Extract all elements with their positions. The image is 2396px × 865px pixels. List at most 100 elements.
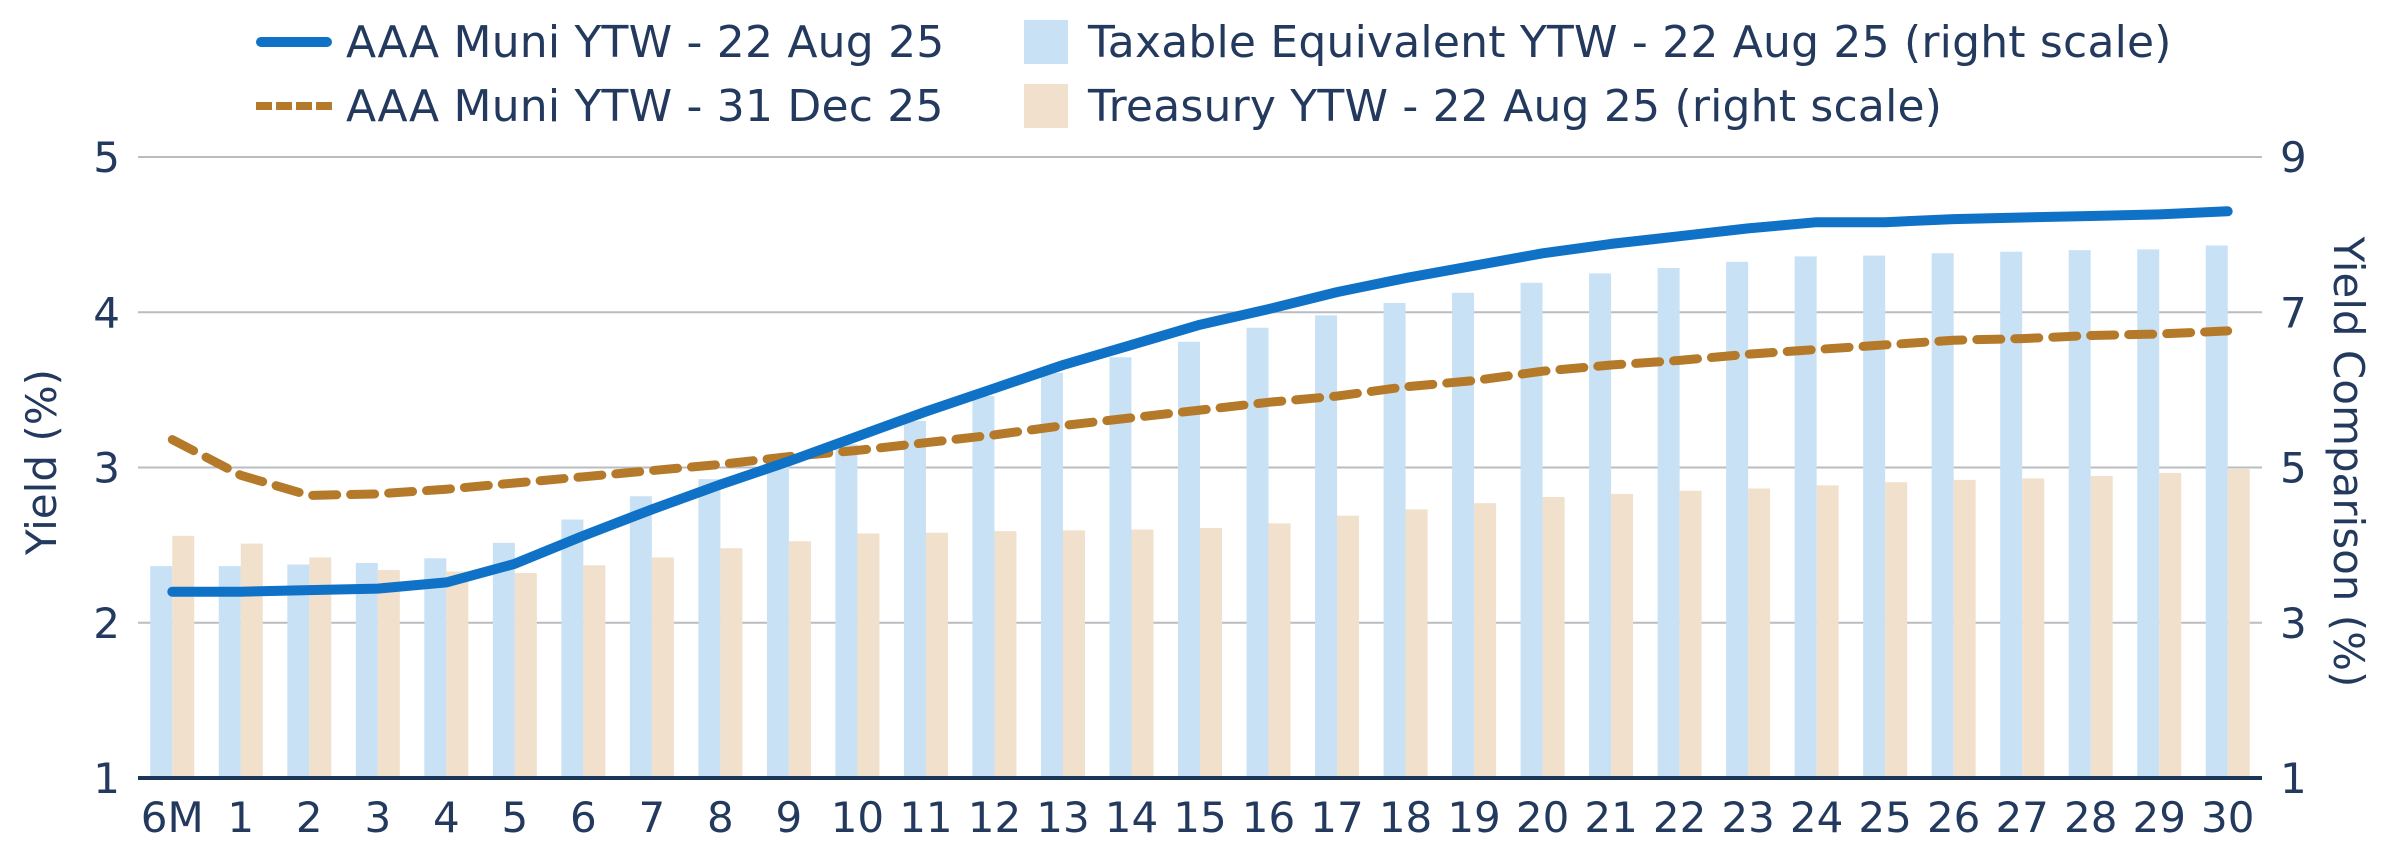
y2-tick-label: 3 — [2280, 599, 2307, 648]
line-muni-ytw-31-dec-25 — [167, 326, 2233, 500]
legend-label-taxable: Taxable Equivalent YTW - 22 Aug 25 (righ… — [1088, 16, 2172, 68]
legend-item-treasury[interactable]: Treasury YTW - 22 Aug 25 (right scale) — [1024, 78, 1942, 134]
bar-taxable-equivalent — [1315, 315, 1338, 778]
bar-treasury — [514, 573, 537, 778]
bar-taxable-equivalent — [1794, 256, 1817, 778]
bar-treasury — [1474, 503, 1497, 778]
x-tick-label: 4 — [433, 793, 460, 842]
x-tick-label: 1 — [227, 793, 254, 842]
y-tick-label: 2 — [93, 599, 120, 648]
bar-treasury — [1611, 493, 1634, 778]
bar-treasury — [2159, 472, 2182, 778]
bar-treasury — [1062, 530, 1085, 778]
bar-treasury — [1885, 482, 1908, 778]
bar-taxable-equivalent — [629, 496, 652, 778]
bar-taxable-equivalent — [1657, 268, 1680, 778]
bar-taxable-equivalent — [2000, 251, 2023, 778]
bar-taxable-equivalent — [1383, 302, 1406, 778]
y-tick-label: 3 — [93, 444, 120, 493]
bar-treasury — [377, 569, 400, 778]
bar-treasury — [2022, 478, 2045, 778]
x-tick-label: 17 — [1310, 793, 1363, 842]
bar-taxable-equivalent — [287, 564, 310, 778]
x-tick-label: 30 — [2201, 793, 2254, 842]
bar-taxable-equivalent — [1109, 357, 1132, 778]
x-tick-label: 21 — [1584, 793, 1637, 842]
line-muni-ytw-22-aug-25 — [167, 206, 2233, 597]
legend-item-muni-aug[interactable]: AAA Muni YTW - 22 Aug 25 — [256, 14, 944, 70]
bar-series — [150, 245, 2250, 779]
bar-taxable-equivalent — [1931, 253, 1954, 778]
line-series — [167, 206, 2233, 597]
x-tick-label: 24 — [1790, 793, 1843, 842]
y-axis-title: Yield (%) — [17, 369, 66, 556]
x-tick-label: 14 — [1105, 793, 1158, 842]
chart-legend: AAA Muni YTW - 22 Aug 25 AAA Muni YTW - … — [0, 0, 2396, 140]
legend-item-taxable[interactable]: Taxable Equivalent YTW - 22 Aug 25 (righ… — [1024, 14, 2172, 70]
x-tick-label: 20 — [1516, 793, 1569, 842]
x-tick-label: 12 — [968, 793, 1021, 842]
bar-treasury — [720, 548, 743, 778]
bar-treasury — [1405, 509, 1428, 778]
x-tick-label: 22 — [1653, 793, 1706, 842]
x-tick-label: 10 — [831, 793, 884, 842]
bar-taxable-equivalent — [835, 444, 858, 778]
bar-treasury — [1679, 490, 1702, 778]
bar-treasury — [994, 531, 1017, 778]
legend-label-treasury: Treasury YTW - 22 Aug 25 (right scale) — [1088, 80, 1943, 132]
y2-tick-label: 1 — [2280, 754, 2307, 803]
y2-tick-label: 9 — [2280, 133, 2307, 182]
x-tick-label: 7 — [639, 793, 666, 842]
bar-treasury — [583, 565, 606, 778]
bar-taxable-equivalent — [492, 542, 515, 778]
bar-treasury — [1953, 479, 1976, 778]
bar-taxable-equivalent — [1589, 273, 1612, 778]
y-tick-label: 4 — [93, 288, 120, 337]
bar-treasury — [1816, 485, 1839, 778]
y2-tick-label: 7 — [2280, 288, 2307, 337]
x-tick-label: 28 — [2064, 793, 2117, 842]
bar-taxable-equivalent — [698, 479, 721, 778]
bar-taxable-equivalent — [1520, 282, 1543, 778]
bar-treasury — [446, 571, 469, 778]
legend-swatch-taxable — [1024, 20, 1068, 64]
x-tick-label: 2 — [296, 793, 323, 842]
x-tick-label: 19 — [1447, 793, 1500, 842]
bar-treasury — [1337, 515, 1360, 778]
bar-taxable-equivalent — [2205, 245, 2228, 778]
bar-taxable-equivalent — [1863, 255, 1886, 779]
x-tick-label: 18 — [1379, 793, 1432, 842]
bar-treasury — [788, 541, 811, 778]
x-tick-label: 9 — [776, 793, 803, 842]
legend-swatch-dashed-line — [256, 102, 332, 110]
bar-treasury — [1268, 523, 1291, 778]
bar-treasury — [309, 557, 332, 778]
legend-swatch-solid-line — [256, 37, 332, 47]
bar-taxable-equivalent — [150, 566, 173, 778]
bar-taxable-equivalent — [1726, 261, 1749, 778]
legend-label-muni-aug: AAA Muni YTW - 22 Aug 25 — [346, 16, 945, 68]
bar-taxable-equivalent — [1452, 292, 1475, 778]
bar-treasury — [1200, 528, 1222, 778]
y-tick-label: 5 — [93, 133, 120, 182]
x-tick-label: 11 — [899, 793, 952, 842]
bar-taxable-equivalent — [2137, 249, 2160, 778]
bar-taxable-equivalent — [1246, 327, 1269, 778]
bar-taxable-equivalent — [424, 558, 447, 778]
bar-taxable-equivalent — [1040, 372, 1063, 778]
x-tick-label: 23 — [1721, 793, 1774, 842]
bar-treasury — [857, 533, 880, 778]
bar-treasury — [2227, 469, 2250, 778]
y2-tick-label: 5 — [2280, 444, 2307, 493]
bar-treasury — [651, 557, 674, 778]
x-tick-label: 13 — [1036, 793, 1089, 842]
bar-taxable-equivalent — [903, 420, 926, 778]
x-tick-label: 6M — [141, 793, 204, 842]
legend-item-muni-dec[interactable]: AAA Muni YTW - 31 Dec 25 — [256, 78, 944, 134]
bar-treasury — [172, 535, 195, 778]
x-tick-label: 5 — [501, 793, 528, 842]
bar-treasury — [1748, 488, 1771, 778]
bar-treasury — [925, 532, 948, 778]
